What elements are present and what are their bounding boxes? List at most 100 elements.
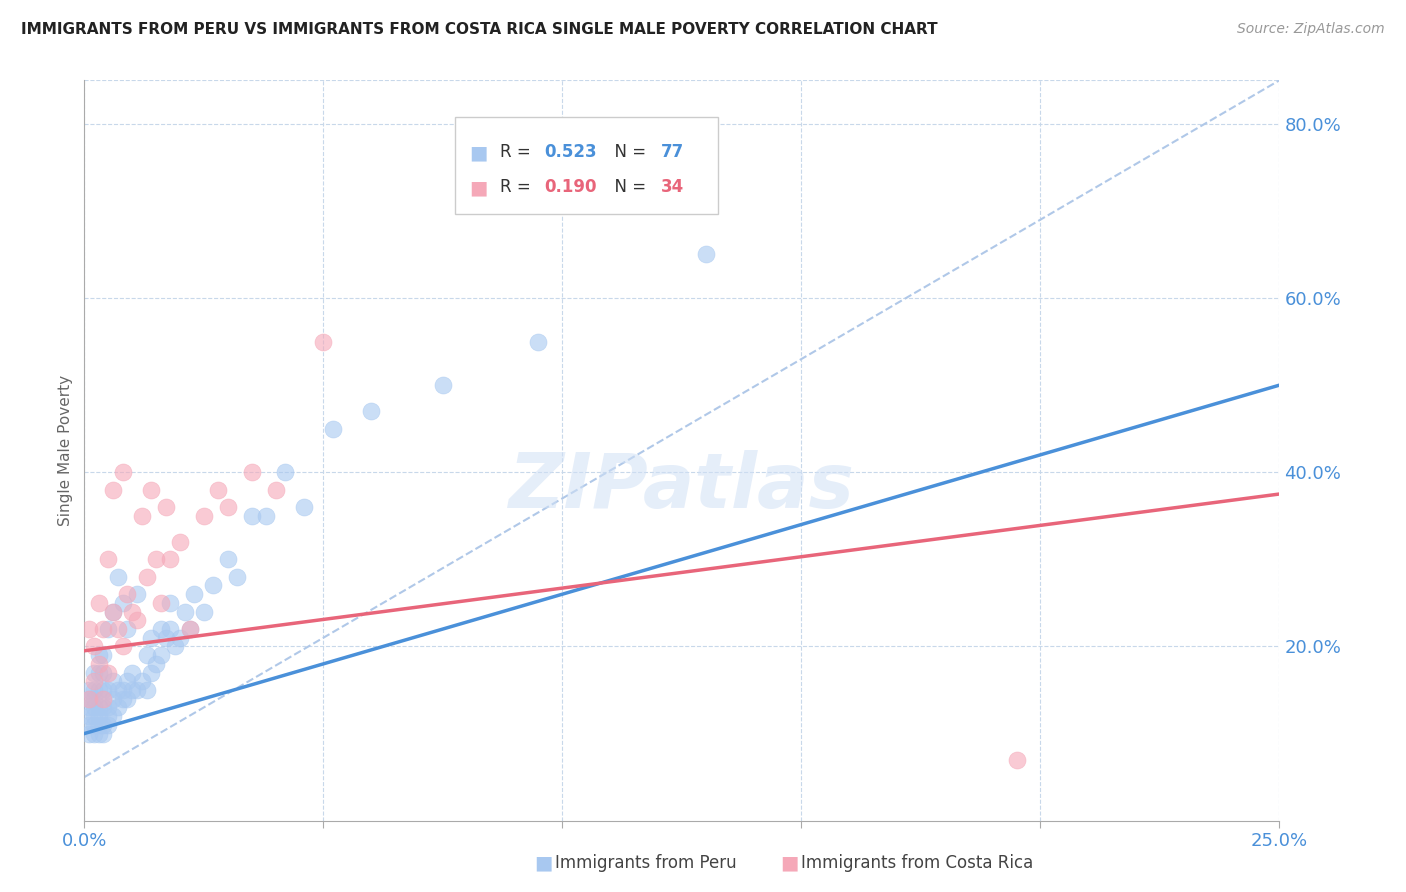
Text: ■: ■ bbox=[470, 178, 488, 197]
Point bbox=[83, 709, 105, 723]
Point bbox=[97, 700, 120, 714]
Text: R =: R = bbox=[501, 144, 536, 161]
Point bbox=[169, 631, 191, 645]
Point bbox=[1005, 753, 1028, 767]
Point bbox=[93, 726, 115, 740]
Point bbox=[135, 648, 157, 662]
Point bbox=[141, 665, 163, 680]
Point bbox=[83, 700, 105, 714]
Point bbox=[145, 657, 167, 671]
Point bbox=[322, 422, 344, 436]
Point bbox=[226, 570, 249, 584]
Point bbox=[93, 665, 115, 680]
Point bbox=[274, 465, 297, 479]
Point bbox=[149, 622, 172, 636]
Point bbox=[107, 570, 129, 584]
Point bbox=[77, 709, 100, 723]
Text: ■: ■ bbox=[470, 144, 488, 162]
Point bbox=[264, 483, 287, 497]
Text: N =: N = bbox=[605, 178, 651, 196]
Point bbox=[93, 683, 115, 698]
Text: N =: N = bbox=[605, 144, 651, 161]
Point bbox=[101, 483, 124, 497]
Point bbox=[107, 622, 129, 636]
Point bbox=[135, 683, 157, 698]
Text: Source: ZipAtlas.com: Source: ZipAtlas.com bbox=[1237, 22, 1385, 37]
Point bbox=[193, 508, 215, 523]
Point bbox=[83, 683, 105, 698]
Point bbox=[77, 691, 100, 706]
Point bbox=[93, 700, 115, 714]
Point bbox=[131, 674, 153, 689]
Point bbox=[107, 700, 129, 714]
Point bbox=[101, 691, 124, 706]
Point bbox=[149, 596, 172, 610]
Point bbox=[179, 622, 201, 636]
Point bbox=[240, 508, 263, 523]
Point bbox=[254, 508, 277, 523]
Point bbox=[145, 552, 167, 566]
Text: Immigrants from Peru: Immigrants from Peru bbox=[555, 855, 737, 872]
Point bbox=[312, 334, 335, 349]
Point bbox=[97, 665, 120, 680]
Point bbox=[87, 726, 110, 740]
Point bbox=[169, 535, 191, 549]
Point bbox=[97, 683, 120, 698]
Point bbox=[117, 622, 139, 636]
Point bbox=[131, 508, 153, 523]
Text: 0.190: 0.190 bbox=[544, 178, 598, 196]
Point bbox=[87, 709, 110, 723]
Point bbox=[527, 334, 550, 349]
Point bbox=[117, 691, 139, 706]
Point bbox=[97, 718, 120, 732]
Point bbox=[292, 500, 315, 514]
Point bbox=[111, 596, 134, 610]
Point bbox=[165, 640, 187, 654]
FancyBboxPatch shape bbox=[456, 118, 718, 213]
Text: ■: ■ bbox=[780, 854, 799, 872]
Point bbox=[77, 700, 100, 714]
Text: Immigrants from Costa Rica: Immigrants from Costa Rica bbox=[801, 855, 1033, 872]
Point bbox=[117, 587, 139, 601]
Point bbox=[155, 631, 177, 645]
Point bbox=[111, 691, 134, 706]
Point bbox=[87, 596, 110, 610]
Point bbox=[101, 605, 124, 619]
Point bbox=[202, 578, 225, 592]
Point bbox=[83, 665, 105, 680]
Point bbox=[97, 552, 120, 566]
Point bbox=[217, 552, 239, 566]
Point bbox=[159, 596, 181, 610]
Point bbox=[93, 648, 115, 662]
Point bbox=[217, 500, 239, 514]
Point bbox=[111, 465, 134, 479]
Point bbox=[159, 622, 181, 636]
Point bbox=[77, 718, 100, 732]
Point bbox=[77, 691, 100, 706]
Point bbox=[101, 605, 124, 619]
Point bbox=[93, 691, 115, 706]
Point bbox=[83, 726, 105, 740]
Point bbox=[695, 247, 717, 261]
Text: 34: 34 bbox=[661, 178, 683, 196]
Text: R =: R = bbox=[501, 178, 536, 196]
Text: 77: 77 bbox=[661, 144, 683, 161]
Point bbox=[83, 691, 105, 706]
Point bbox=[360, 404, 382, 418]
Point bbox=[97, 622, 120, 636]
Point bbox=[111, 683, 134, 698]
Point bbox=[77, 622, 100, 636]
Point bbox=[87, 683, 110, 698]
Point bbox=[159, 552, 181, 566]
Point bbox=[87, 718, 110, 732]
Point bbox=[83, 718, 105, 732]
Point bbox=[77, 726, 100, 740]
Point bbox=[101, 674, 124, 689]
Point bbox=[87, 648, 110, 662]
Point bbox=[121, 683, 143, 698]
Point bbox=[111, 640, 134, 654]
Point bbox=[183, 587, 205, 601]
Point bbox=[97, 709, 120, 723]
Point bbox=[87, 665, 110, 680]
Text: ZIPatlas: ZIPatlas bbox=[509, 450, 855, 524]
